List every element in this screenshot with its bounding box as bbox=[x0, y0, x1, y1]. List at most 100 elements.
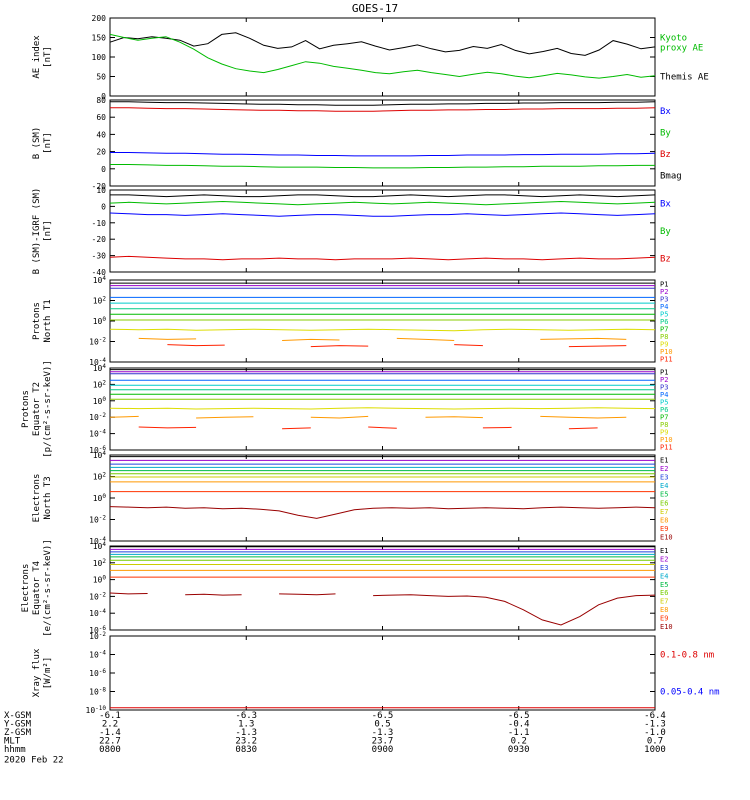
y-tick-label: 150 bbox=[92, 34, 107, 43]
series-Bmag bbox=[110, 101, 656, 106]
y-tick-label: -30 bbox=[92, 252, 107, 261]
legend-0-05-0-4-nm: 0.05-0.4 nm bbox=[660, 688, 720, 698]
footer-value: 0930 bbox=[508, 745, 530, 755]
footer-value: 22.7 bbox=[99, 737, 121, 747]
series-Themis AE bbox=[109, 32, 656, 56]
y-tick-label: -20 bbox=[92, 235, 107, 244]
panel-frame bbox=[109, 99, 656, 187]
legend-e10: E10 bbox=[660, 534, 673, 542]
legend-p9: P9 bbox=[660, 340, 668, 348]
footer-value: 0900 bbox=[372, 745, 394, 755]
y-axis-label: Protons bbox=[32, 302, 42, 340]
footer-value: 0.5 bbox=[374, 720, 390, 730]
legend-e8: E8 bbox=[660, 517, 668, 525]
series-Bmag bbox=[110, 194, 656, 198]
legend-e2: E2 bbox=[660, 465, 668, 473]
series-By bbox=[110, 164, 655, 169]
y-axis-label: Electrons bbox=[32, 474, 42, 523]
legend-bmag: Bmag bbox=[660, 171, 682, 181]
y-axis-label: Protons bbox=[21, 390, 31, 428]
legend-p2: P2 bbox=[660, 376, 668, 384]
legend-p5: P5 bbox=[660, 311, 668, 319]
series-P10 bbox=[138, 337, 627, 341]
series-P10 bbox=[109, 415, 627, 419]
y-tick-label: 200 bbox=[92, 14, 107, 23]
legend-e5: E5 bbox=[660, 491, 668, 499]
legend-e8: E8 bbox=[660, 606, 668, 614]
series-Bx bbox=[110, 152, 656, 157]
y-tick-label: 0 bbox=[101, 92, 106, 101]
legend-e2: E2 bbox=[660, 556, 668, 564]
chart-title: GOES-17 bbox=[351, 2, 399, 15]
legend-e9: E9 bbox=[660, 525, 668, 533]
y-tick-label: 20 bbox=[96, 148, 106, 157]
panel-frame bbox=[109, 545, 656, 631]
legend-e9: E9 bbox=[660, 614, 668, 622]
y-axis-label: Equator T2 bbox=[32, 382, 42, 436]
legend-p10: P10 bbox=[660, 436, 673, 444]
y-tick-label: 104 bbox=[93, 275, 107, 285]
series-P11 bbox=[167, 344, 627, 348]
y-axis-label: [p/(cm²-s-sr-keV)] bbox=[43, 360, 53, 458]
legend-p1: P1 bbox=[660, 369, 668, 377]
legend-0-1-0-8-nm: 0.1-0.8 nm bbox=[660, 651, 714, 661]
footer-value: -1.0 bbox=[644, 728, 666, 738]
footer-value: -6.5 bbox=[372, 711, 394, 721]
legend-e4: E4 bbox=[660, 572, 668, 580]
series-By bbox=[109, 200, 656, 206]
y-tick-label: 0 bbox=[101, 202, 106, 211]
y-axis-label: Electrons bbox=[21, 564, 31, 613]
panel-b-sm: 80 60 40 20 0 -20 B (SM) [nT] Bx By Bz Bmag bbox=[32, 96, 682, 191]
panel-xray-flux: 10-2 10-4 10-6 10-8 10-10 Xray flux [W/m²] 0.1-… bbox=[32, 631, 720, 715]
legend-e5: E5 bbox=[660, 581, 668, 589]
legend-p11: P11 bbox=[660, 355, 673, 363]
legend-e3: E3 bbox=[660, 474, 668, 482]
y-axis-label: AE index bbox=[32, 35, 42, 79]
footer-value: 2.2 bbox=[102, 720, 118, 730]
y-tick-label: 10-8 bbox=[89, 687, 106, 697]
footer-value: -6.1 bbox=[99, 711, 121, 721]
y-tick-label: 10-6 bbox=[89, 625, 106, 635]
y-tick-label: 102 bbox=[93, 558, 107, 568]
y-tick-label: 100 bbox=[93, 493, 107, 503]
y-tick-label: 10-4 bbox=[89, 650, 106, 660]
y-axis-label: North T1 bbox=[43, 299, 53, 342]
legend-p8: P8 bbox=[660, 333, 668, 341]
footer-value: -1.4 bbox=[99, 728, 121, 738]
footer-annotations: X-GSM -6.1 -6.3 -6.5 -6.5 -6.4Y-GSM 2.2 1.3 0.5-… bbox=[4, 711, 666, 766]
y-tick-label: 100 bbox=[93, 396, 107, 406]
y-axis-label: Equator T4 bbox=[32, 561, 42, 615]
legend-e1: E1 bbox=[660, 547, 668, 555]
footer-value: 1000 bbox=[644, 745, 666, 755]
y-tick-label: 10-2 bbox=[89, 337, 106, 347]
footer-value: -1.3 bbox=[372, 728, 394, 738]
legend-p3: P3 bbox=[660, 384, 668, 392]
footer-value: -1.1 bbox=[508, 728, 530, 738]
y-tick-label: 10-2 bbox=[89, 412, 106, 422]
panel-protons-north-t1: 104 102 100 10-2 10-4 Protons North T1 P1P2P3P4… bbox=[32, 275, 673, 367]
legend-e6: E6 bbox=[660, 499, 668, 507]
y-tick-label: 10-2 bbox=[89, 631, 106, 641]
panel-frame bbox=[109, 17, 656, 97]
y-tick-label: 102 bbox=[93, 472, 107, 482]
legend-p2: P2 bbox=[660, 288, 668, 296]
y-tick-label: 10-10 bbox=[86, 705, 107, 715]
legend-p6: P6 bbox=[660, 318, 668, 326]
footer-row-label: MLT bbox=[4, 737, 21, 747]
legend-bx: Bx bbox=[660, 200, 671, 210]
series-Bz bbox=[110, 107, 656, 112]
y-axis-label: [nT] bbox=[43, 132, 53, 154]
y-tick-label: 10-6 bbox=[89, 668, 106, 678]
y-axis-label: [W/m²] bbox=[43, 657, 53, 690]
footer-row-label: X-GSM bbox=[4, 711, 32, 721]
legend-p6: P6 bbox=[660, 406, 668, 414]
y-tick-label: 10 bbox=[96, 186, 106, 195]
footer-value: -6.4 bbox=[644, 711, 666, 721]
y-tick-label: 10-6 bbox=[89, 445, 106, 455]
y-tick-label: 104 bbox=[93, 541, 107, 551]
legend-p10: P10 bbox=[660, 348, 673, 356]
footer-value: 1.3 bbox=[238, 720, 254, 730]
series-Bx bbox=[109, 212, 656, 217]
legend-p5: P5 bbox=[660, 399, 668, 407]
y-tick-label: 104 bbox=[93, 363, 107, 373]
